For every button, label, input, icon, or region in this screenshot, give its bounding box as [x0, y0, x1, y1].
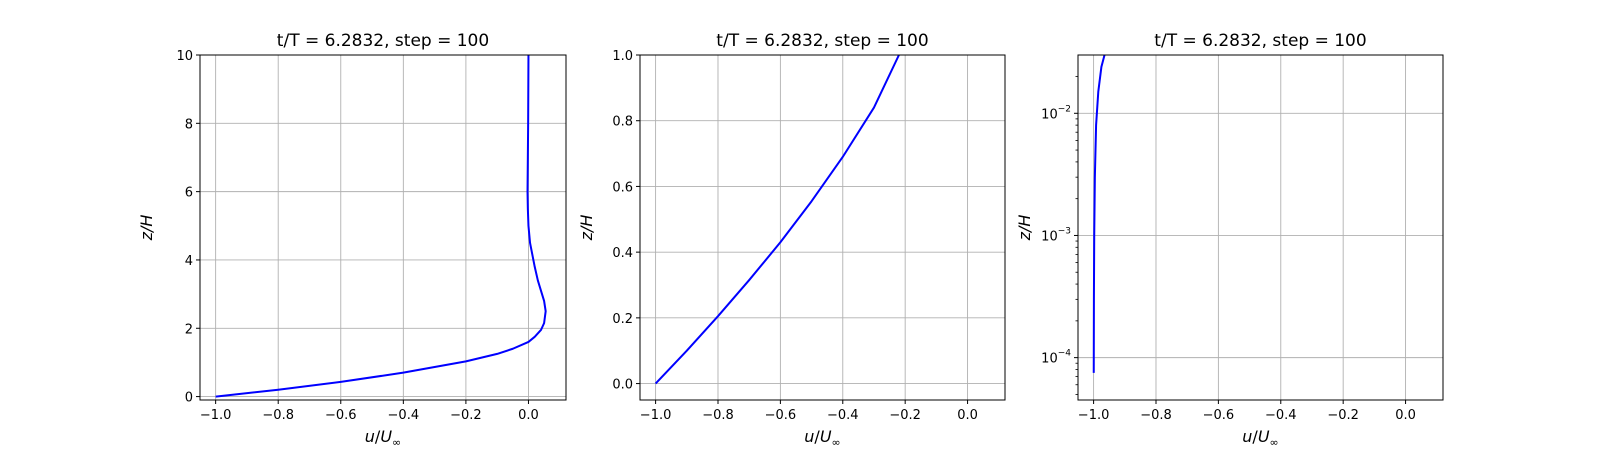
y-tick-label: 6 [185, 186, 193, 201]
x-tick-label: −0.2 [1327, 408, 1359, 423]
x-tick-label: −0.8 [262, 408, 294, 423]
panel-2: −1.0 −0.8 −0.6 −0.4 −0.2 0.0 0.0 0.2 0.4 0.6 0.8 1.… [577, 31, 1006, 449]
y-tick-label: 0.8 [612, 115, 633, 130]
y-axis-label: z/H [137, 215, 156, 242]
y-tick-label: 4 [185, 254, 193, 269]
axes-frame [1077, 54, 1444, 401]
x-tick-label: −1.0 [1078, 408, 1110, 423]
y-tick-label: 0.0 [612, 378, 633, 393]
chart-title: t/T = 6.2832, step = 100 [277, 31, 489, 51]
y-axis-label: z/H [577, 215, 596, 242]
x-tick-label: −0.6 [1203, 408, 1235, 423]
x-tick-label: −0.2 [889, 408, 921, 423]
x-tick-label: −0.4 [827, 408, 859, 423]
x-axis-label: u/U∞ [365, 427, 401, 449]
panel-3: −1.0 −0.8 −0.6 −0.4 −0.2 0.0 10−4 10−3 10−2 t/T =… [1015, 31, 1444, 449]
x-tick-label: −0.4 [1265, 408, 1297, 423]
series-line [1092, 54, 1106, 373]
x-tick-label: 0.0 [1395, 408, 1416, 423]
y-tick-label: 0 [185, 391, 193, 406]
x-axis-label: u/U∞ [804, 427, 840, 449]
y-axis-label: z/H [1015, 215, 1034, 242]
y-tick-label: 8 [185, 117, 193, 132]
y-tick-label: 10−2 [1041, 104, 1071, 122]
y-tick-label: 10−3 [1041, 226, 1071, 244]
x-tick-label: −1.0 [200, 408, 232, 423]
x-axis-label: u/U∞ [1242, 427, 1278, 449]
y-tick-label: 2 [185, 322, 193, 337]
axes-frame [199, 54, 567, 401]
series-line [654, 54, 900, 385]
y-tick-label: 0.4 [612, 246, 633, 261]
panel-1: −1.0 −0.8 −0.6 −0.4 −0.2 0.0 0 2 4 6 8 10 t/T = 6.28… [137, 31, 567, 449]
x-tick-label: −0.2 [450, 408, 482, 423]
chart-title: t/T = 6.2832, step = 100 [1154, 31, 1366, 51]
x-tick-label: 0.0 [518, 408, 539, 423]
x-tick-label: −1.0 [640, 408, 672, 423]
series-line [215, 54, 547, 398]
chart-title: t/T = 6.2832, step = 100 [716, 31, 928, 51]
x-tick-label: −0.6 [765, 408, 797, 423]
x-tick-label: 0.0 [957, 408, 978, 423]
y-tick-label: 10 [176, 49, 193, 64]
axes-frame [639, 54, 1006, 401]
x-tick-label: −0.4 [388, 408, 420, 423]
x-tick-label: −0.8 [702, 408, 734, 423]
x-tick-label: −0.6 [325, 408, 357, 423]
y-tick-label: 1.0 [612, 49, 633, 64]
y-tick-label: 0.2 [612, 312, 633, 327]
y-tick-label: 10−4 [1041, 349, 1071, 367]
x-tick-label: −0.8 [1140, 408, 1172, 423]
y-tick-label: 0.6 [612, 180, 633, 195]
